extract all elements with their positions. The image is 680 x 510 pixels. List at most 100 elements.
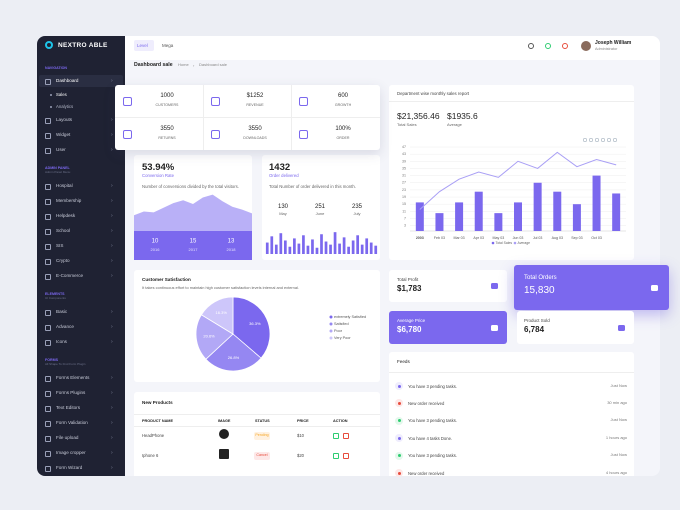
chevron: › xyxy=(111,435,113,441)
breadcrumb-link[interactable]: Home xyxy=(178,62,189,67)
chevron: › xyxy=(111,243,113,249)
x-tick-label: 2003 xyxy=(416,236,424,240)
menu-icon xyxy=(45,148,51,154)
chevron: › xyxy=(111,420,113,426)
menu-item[interactable]: Icons xyxy=(56,339,67,344)
bar xyxy=(415,202,424,231)
breadcrumb-link[interactable]: Dashboard sale xyxy=(199,62,228,67)
menu-item[interactable]: Forms Elements xyxy=(56,375,90,380)
menu-item[interactable]: Form Validation xyxy=(56,420,88,425)
menu-icon xyxy=(45,79,51,85)
menu-icon xyxy=(45,118,51,124)
kpi-icon xyxy=(618,324,625,331)
stats-divider xyxy=(203,85,204,150)
feed-time: Just Now xyxy=(610,382,627,388)
section-subtitle: UI Components xyxy=(45,295,66,300)
stat-label: REVENUE xyxy=(246,103,264,107)
menu-item[interactable]: Form Wizard xyxy=(56,465,83,470)
menu-item[interactable]: Advance xyxy=(56,324,74,329)
y-tick-label: 35 xyxy=(402,166,406,170)
menu-item[interactable]: Widget xyxy=(56,132,71,137)
stat-value: 3550 xyxy=(160,125,174,132)
menu-item[interactable]: Dashboard xyxy=(56,78,79,83)
x-tick-label: Sep 03 xyxy=(571,236,582,240)
menu-item[interactable]: Layouts xyxy=(56,117,73,122)
active-item xyxy=(39,75,123,87)
menu-item[interactable]: Membership xyxy=(56,198,82,203)
menu-icon xyxy=(45,274,51,280)
orders-stat-value: 251 xyxy=(314,204,326,210)
chevron: › xyxy=(111,339,113,345)
product-name: Iphone 6 xyxy=(142,453,159,458)
x-tick-label: Feb 03 xyxy=(434,236,445,240)
feed-icon-dot xyxy=(397,471,401,475)
menu-item[interactable]: Hospital xyxy=(56,183,73,188)
submenu-dot xyxy=(50,106,52,108)
satisfaction-text: It takes continuous effort to maintain h… xyxy=(142,285,299,290)
y-tick-label: 47 xyxy=(402,145,406,149)
menu-item[interactable]: Forms Plugins xyxy=(56,390,86,395)
order-bar xyxy=(329,244,332,254)
menu-item[interactable]: Text Editors xyxy=(56,405,80,410)
brand-logo xyxy=(45,41,53,49)
chevron: › xyxy=(111,183,113,189)
chevron: › xyxy=(111,375,113,381)
feed-time: 4 hours ago xyxy=(605,469,627,475)
menu-icon xyxy=(45,376,51,382)
bar xyxy=(572,204,581,231)
bar xyxy=(612,193,621,231)
menu-item[interactable]: Crypto xyxy=(56,258,70,263)
order-bar xyxy=(297,243,301,254)
edit-button[interactable] xyxy=(333,453,339,459)
order-bar xyxy=(351,240,355,254)
order-bar xyxy=(342,237,346,254)
menu-item[interactable]: E-Commerce xyxy=(56,273,84,278)
feed-icon-dot xyxy=(397,454,401,458)
legend-label: Poor xyxy=(334,329,343,333)
avatar xyxy=(581,41,591,51)
chevron: › xyxy=(111,273,113,279)
card-divider xyxy=(389,101,634,102)
chevron: › xyxy=(111,324,113,330)
conversion-value: 53.94% xyxy=(142,162,175,173)
menu-item[interactable]: Image cropper xyxy=(56,450,86,455)
menu-item[interactable]: Helpdesk xyxy=(56,213,76,218)
menu-item[interactable]: User xyxy=(56,147,66,152)
toolbar-icon xyxy=(582,137,588,143)
footer-label: 2016 xyxy=(151,247,161,252)
chevron: › xyxy=(111,78,113,84)
order-bar xyxy=(356,235,360,254)
menu-item[interactable]: Basic xyxy=(56,309,68,314)
kpi-label: Total Orders xyxy=(524,275,557,281)
total-value: $1935.6 xyxy=(447,111,478,121)
toolbar-icon xyxy=(600,137,606,143)
menu-item[interactable]: School xyxy=(56,228,71,233)
stat-icon xyxy=(211,129,220,139)
orders-stat-label: May xyxy=(279,211,287,216)
orders-label: Order delivered xyxy=(269,173,299,178)
bar xyxy=(514,202,522,231)
chevron: › xyxy=(111,228,113,234)
top-tab[interactable]: Mega xyxy=(162,43,174,48)
order-bar xyxy=(293,238,296,254)
menu-item[interactable]: File upload xyxy=(56,435,79,440)
delete-button[interactable] xyxy=(343,433,349,439)
delete-button[interactable] xyxy=(343,453,349,459)
menu-item[interactable]: SIS xyxy=(56,243,64,248)
submenu-item[interactable]: Sales xyxy=(56,92,67,97)
chevron: › xyxy=(111,465,113,471)
card-divider xyxy=(389,372,634,373)
feeds-title: Feeds xyxy=(397,359,410,364)
product-image xyxy=(219,429,229,439)
user-name: Joseph William xyxy=(595,40,632,46)
submenu-item[interactable]: Analytics xyxy=(56,104,74,109)
feed-time: Just Now xyxy=(610,452,627,458)
menu-icon xyxy=(45,325,51,331)
top-tab[interactable]: Level xyxy=(137,43,148,48)
orders-value: 1432 xyxy=(269,162,291,173)
order-bar xyxy=(302,235,305,254)
footer-value: 13 xyxy=(228,239,235,245)
breadcrumb-sep: › xyxy=(193,63,195,68)
table-header: PRICE xyxy=(297,419,309,423)
edit-button[interactable] xyxy=(333,433,339,439)
